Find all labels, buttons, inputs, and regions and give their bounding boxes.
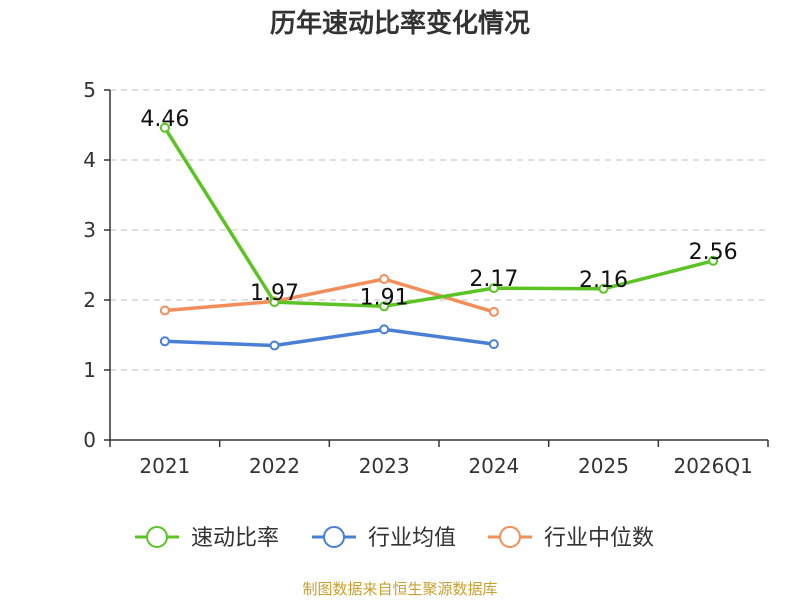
data-label: 2.16 bbox=[579, 268, 628, 293]
x-tick-label: 2022 bbox=[249, 454, 300, 478]
data-point bbox=[269, 297, 280, 308]
y-tick-label: 5 bbox=[83, 78, 96, 102]
data-label: 2.17 bbox=[469, 267, 518, 292]
legend-label: 行业均值 bbox=[368, 526, 456, 551]
data-label: 1.97 bbox=[250, 281, 299, 306]
y-tick-label: 4 bbox=[83, 148, 96, 172]
legend-marker bbox=[499, 526, 521, 548]
data-point bbox=[488, 339, 499, 350]
data-point bbox=[269, 340, 280, 351]
series-layer bbox=[159, 122, 719, 351]
legend[interactable]: 速动比率 行业均值 行业中位数 bbox=[135, 526, 654, 551]
series-line bbox=[163, 126, 714, 309]
data-point bbox=[159, 122, 170, 133]
legend-marker bbox=[323, 526, 345, 548]
legend-marker bbox=[146, 526, 168, 548]
series-line bbox=[164, 327, 495, 348]
y-tick-label: 0 bbox=[83, 428, 96, 452]
data-point bbox=[379, 301, 390, 312]
axis-layer: 0 1 2 3 4 5 2021 2022 2023 2024 2025 2026Q1 bbox=[83, 78, 769, 478]
y-tick-label: 3 bbox=[83, 218, 96, 242]
y-tick-label: 1 bbox=[83, 358, 96, 382]
data-label: 4.46 bbox=[140, 107, 189, 132]
x-tick-label: 2021 bbox=[139, 454, 190, 478]
data-point bbox=[379, 324, 390, 335]
legend-label: 行业中位数 bbox=[544, 526, 654, 551]
data-label: 1.91 bbox=[360, 285, 409, 310]
data-point bbox=[708, 255, 719, 266]
data-label: 2.56 bbox=[689, 240, 738, 265]
source-note: 制图数据来自恒生聚源数据库 bbox=[302, 580, 498, 598]
y-tick-label: 2 bbox=[83, 288, 96, 312]
legend-item-0[interactable]: 速动比率 bbox=[135, 526, 279, 551]
legend-item-1[interactable]: 行业均值 bbox=[312, 526, 456, 551]
series-1 bbox=[159, 324, 499, 351]
legend-item-2[interactable]: 行业中位数 bbox=[488, 526, 654, 551]
x-tick-label: 2026Q1 bbox=[673, 454, 752, 478]
grid-layer bbox=[110, 89, 768, 371]
data-point bbox=[159, 336, 170, 347]
series-0 bbox=[159, 122, 719, 312]
data-point bbox=[488, 306, 499, 317]
legend-label: 速动比率 bbox=[191, 526, 279, 551]
data-point bbox=[598, 283, 609, 294]
chart-title: 历年速动比率变化情况 bbox=[269, 9, 530, 39]
data-label-layer: 4.46 1.97 1.91 2.17 2.16 2.56 bbox=[140, 107, 737, 310]
data-point bbox=[488, 283, 499, 294]
data-point bbox=[159, 305, 170, 316]
x-tick-label: 2025 bbox=[578, 454, 629, 478]
data-point bbox=[379, 274, 390, 284]
x-tick-label: 2023 bbox=[359, 454, 410, 478]
x-tick-label: 2024 bbox=[468, 454, 519, 478]
